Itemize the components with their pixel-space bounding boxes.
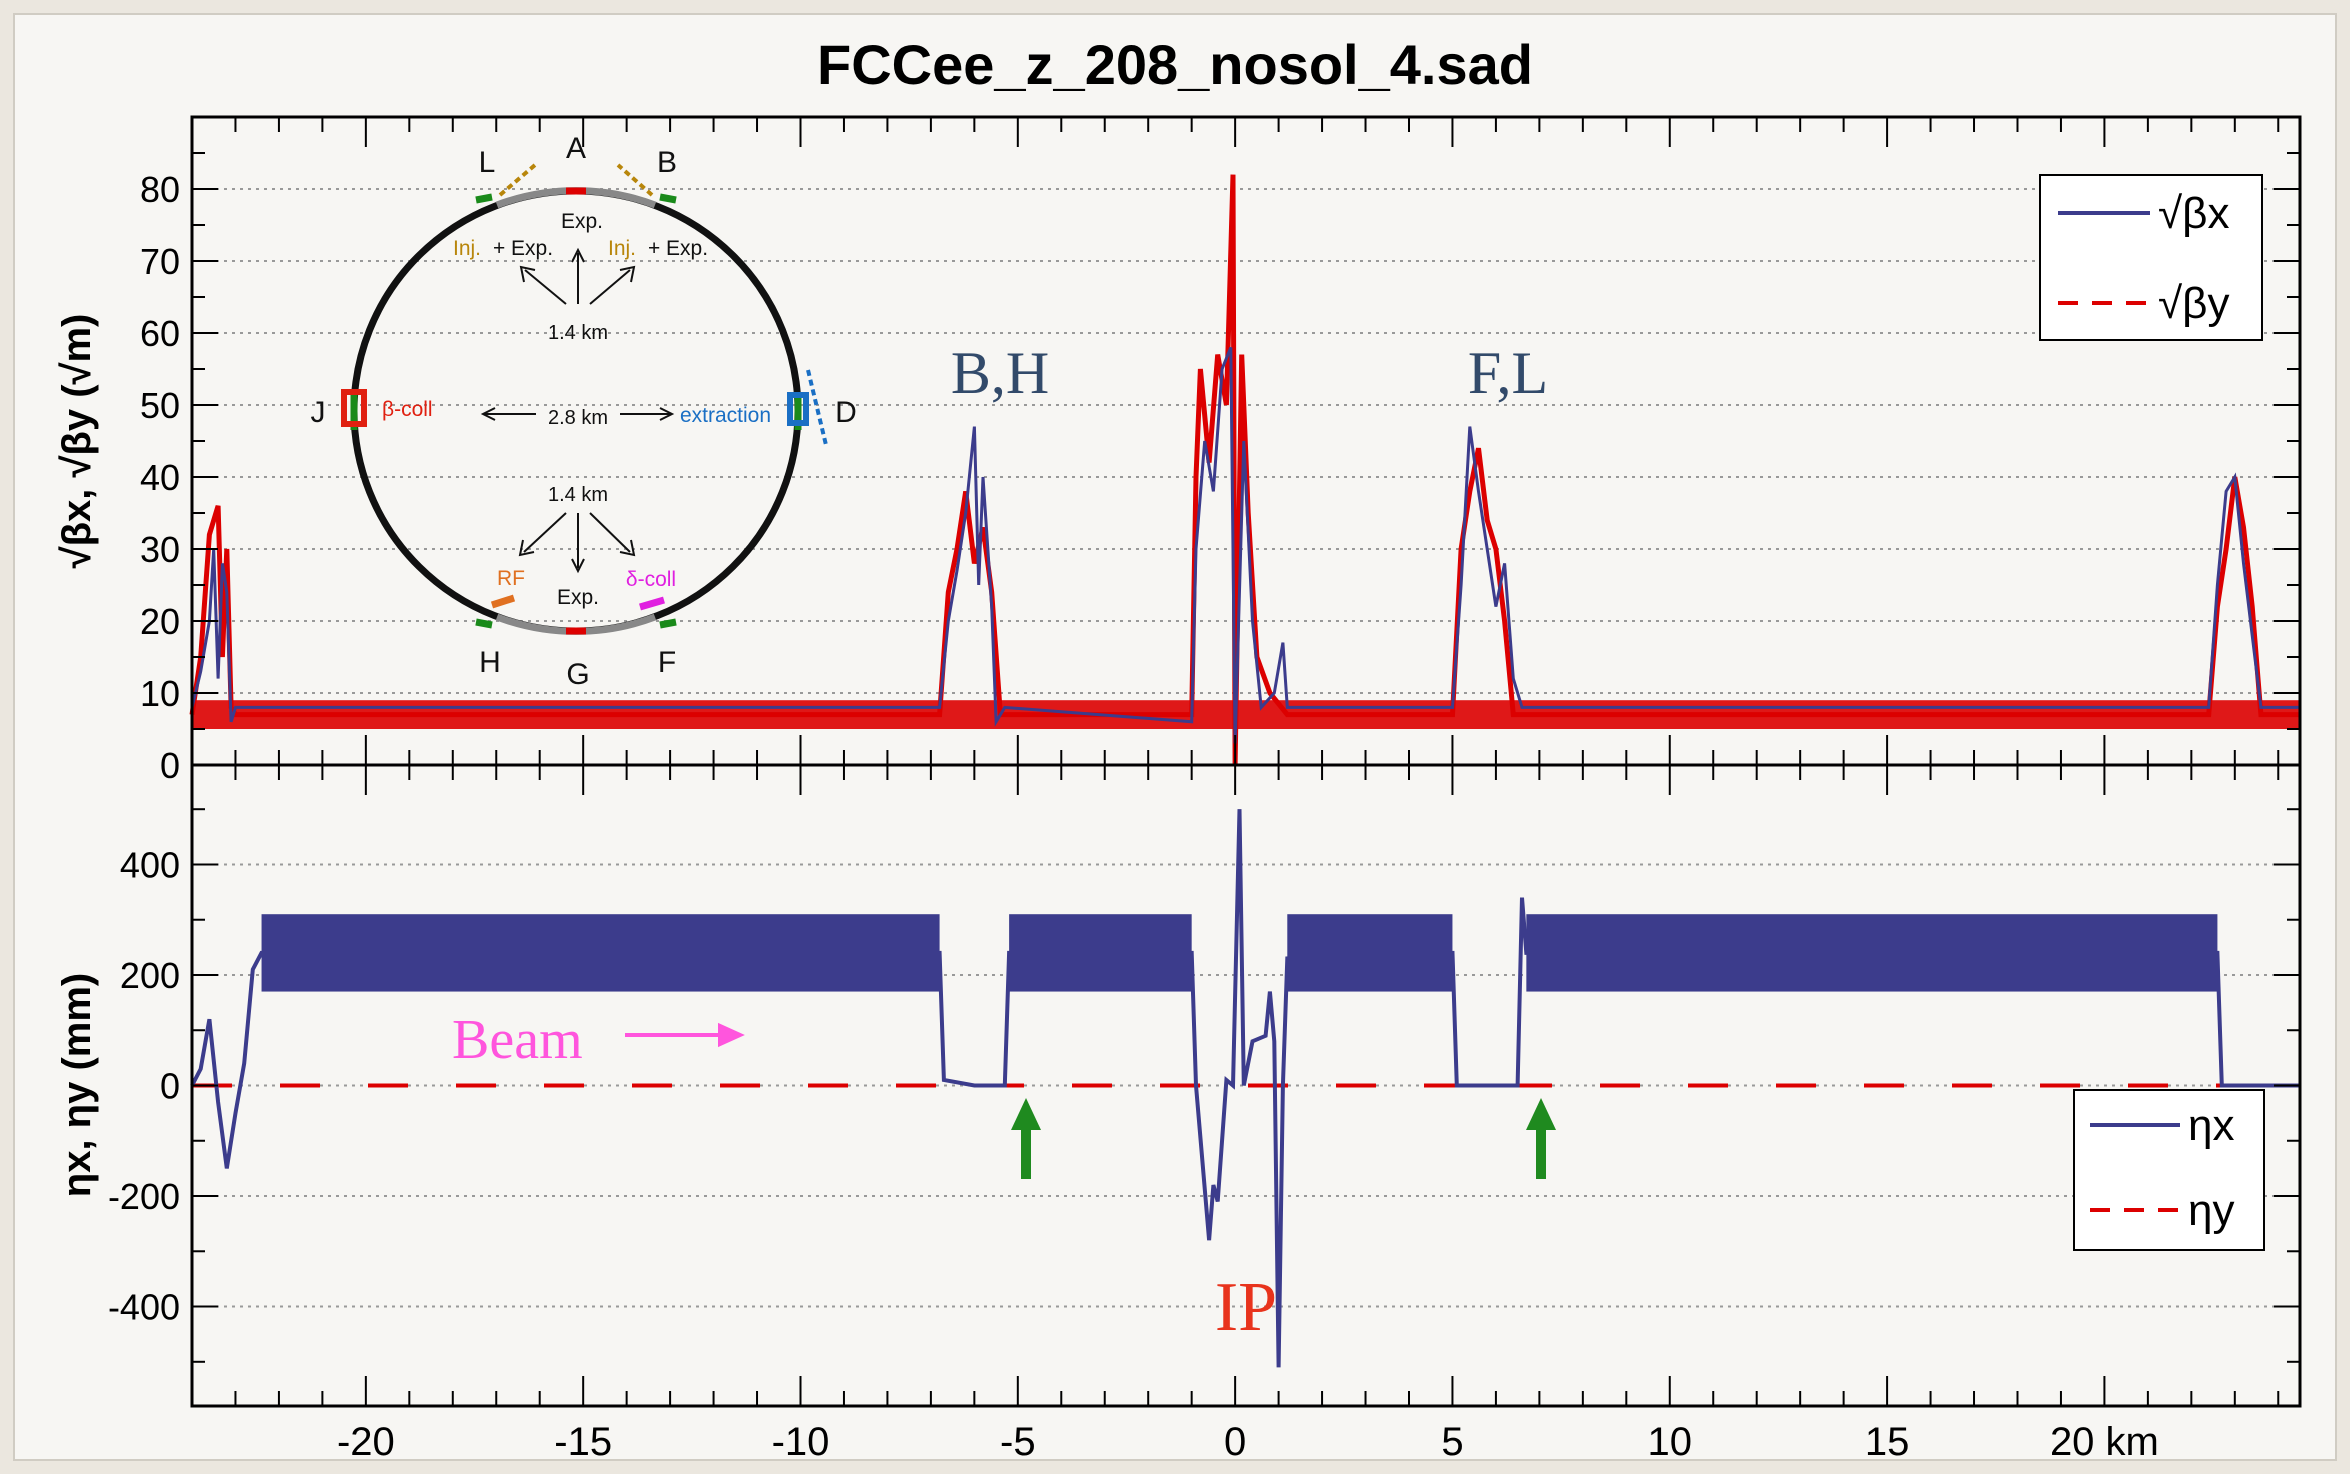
dispersion-y-axis-title: ηx, ηy (mm) bbox=[55, 973, 99, 1197]
beta-y-line bbox=[189, 174, 2300, 766]
label-dist-bottom: 1.4 km bbox=[548, 484, 608, 506]
inj-line-left bbox=[498, 163, 537, 197]
label-exp-top: Exp. bbox=[561, 210, 603, 233]
green-arrow-right bbox=[1526, 1098, 1556, 1179]
label-dist-mid: 2.8 km bbox=[548, 407, 608, 429]
green-arrow-left bbox=[1011, 1098, 1041, 1179]
beta-series bbox=[189, 174, 2300, 766]
dispersion-x-tick-label: -15 bbox=[554, 1420, 612, 1464]
dispersion-legend-box bbox=[2073, 1089, 2265, 1251]
dispersion-x-tick-label: 15 bbox=[1865, 1420, 1910, 1464]
dispersion-y-tick-label: 0 bbox=[160, 1066, 180, 1107]
dispersion-legend: ηx ηy bbox=[2073, 1089, 2265, 1251]
dispersion-x-tick-label: 5 bbox=[1441, 1420, 1463, 1464]
label-inj-left: Inj. bbox=[453, 237, 481, 260]
dispersion-plot: -20 -15 -10 -5 0 5 10 15 20 km -400 -200 0 200 400 η… bbox=[55, 763, 2302, 1464]
marker-f bbox=[659, 618, 677, 629]
label-plus-exp-right: + Exp. bbox=[648, 237, 708, 260]
label-dist-top: 1.4 km bbox=[548, 322, 608, 344]
beta-legend-box bbox=[2039, 174, 2263, 341]
beta-y-tick-label: 40 bbox=[140, 457, 180, 498]
label-b: B bbox=[657, 146, 677, 179]
ring-layout-inset: L A B Exp. Inj. + Exp. Inj. + Exp. 1.4 k… bbox=[311, 132, 857, 691]
beta-y-tick-label: 20 bbox=[140, 601, 180, 642]
dispersion-y-tick-label: -200 bbox=[108, 1176, 180, 1217]
beta-y-tick-label: 50 bbox=[140, 385, 180, 426]
beta-y-tick-label: 80 bbox=[140, 169, 180, 210]
label-delta-coll: δ-coll bbox=[626, 568, 676, 591]
beta-y-axis-title: √βx, √βy (√m) bbox=[55, 314, 99, 569]
dispersion-x-tick-label: -10 bbox=[772, 1420, 830, 1464]
plot-panel bbox=[13, 13, 2337, 1461]
annotation-ip: IP bbox=[1215, 1269, 1277, 1346]
dispersion-series bbox=[190, 809, 2300, 1368]
extraction-marker bbox=[787, 392, 809, 426]
inj-line-right bbox=[616, 163, 654, 197]
marker-l bbox=[475, 193, 493, 204]
marker-b bbox=[659, 193, 677, 204]
label-a: A bbox=[566, 132, 586, 165]
label-l: L bbox=[479, 146, 496, 179]
beta-coll-marker bbox=[341, 389, 367, 427]
dispersion-y-tick-label: 200 bbox=[120, 955, 180, 996]
rf-marker bbox=[490, 594, 516, 609]
eta-y-legend-label: ηy bbox=[2188, 1186, 2234, 1235]
dispersion-x-axis: -20 -15 -10 -5 0 5 10 15 20 km bbox=[191, 765, 2280, 1464]
dispersion-x-tick-label: 0 bbox=[1224, 1420, 1246, 1464]
dispersion-y-tick-label: 400 bbox=[120, 844, 180, 885]
dispersion-x-tick-label: 10 bbox=[1648, 1420, 1693, 1464]
dispersion-x-tick-label: -20 bbox=[337, 1420, 395, 1464]
beta-y-tick-label: 70 bbox=[140, 241, 180, 282]
label-exp-bottom: Exp. bbox=[557, 586, 599, 609]
label-j: J bbox=[311, 396, 326, 429]
dispersion-x-tick-label: 20 km bbox=[2050, 1420, 2159, 1464]
label-plus-exp-left: + Exp. bbox=[493, 237, 553, 260]
dispersion-x-tick-label: -5 bbox=[1000, 1420, 1036, 1464]
dispersion-y-tick-label: -400 bbox=[108, 1287, 180, 1328]
annotation-fl: F,L bbox=[1468, 340, 1548, 406]
label-beta-coll: β-coll bbox=[382, 398, 433, 421]
label-d: D bbox=[835, 396, 857, 429]
inset-arrows bbox=[480, 247, 675, 574]
beta-y-tick-label: 0 bbox=[160, 745, 180, 786]
annotation-beam: Beam bbox=[452, 1009, 583, 1071]
beta-y-legend-label: √βy bbox=[2158, 279, 2229, 328]
beta-x-line bbox=[190, 346, 2300, 744]
beta-y-tick-label: 60 bbox=[140, 313, 180, 354]
label-extraction: extraction bbox=[680, 404, 771, 427]
beta-x-ticks bbox=[191, 117, 2280, 765]
eta-x-legend-label: ηx bbox=[2188, 1101, 2234, 1150]
beta-y-tick-label: 10 bbox=[140, 673, 180, 714]
extraction-line bbox=[806, 369, 828, 446]
eta-x-line bbox=[190, 809, 2300, 1368]
beta-x-legend-label: √βx bbox=[2158, 189, 2229, 238]
beam-arrow bbox=[625, 1022, 745, 1048]
beta-legend: √βx √βy bbox=[2039, 174, 2263, 341]
label-g: G bbox=[566, 658, 589, 691]
marker-h bbox=[475, 618, 493, 629]
label-h: H bbox=[479, 646, 501, 679]
delta-coll-marker bbox=[639, 596, 665, 611]
beta-y-axis: 0 10 20 30 40 50 60 70 80 bbox=[140, 152, 2300, 786]
label-f: F bbox=[658, 646, 676, 679]
chart-title: FCCee_z_208_nosol_4.sad bbox=[817, 33, 1533, 96]
dispersion-y-axis: -400 -200 0 200 400 bbox=[108, 808, 2300, 1363]
label-rf: RF bbox=[497, 567, 525, 590]
label-inj-right: Inj. bbox=[608, 237, 636, 260]
beta-y-tick-label: 30 bbox=[140, 529, 180, 570]
annotation-bh: B,H bbox=[951, 340, 1049, 406]
